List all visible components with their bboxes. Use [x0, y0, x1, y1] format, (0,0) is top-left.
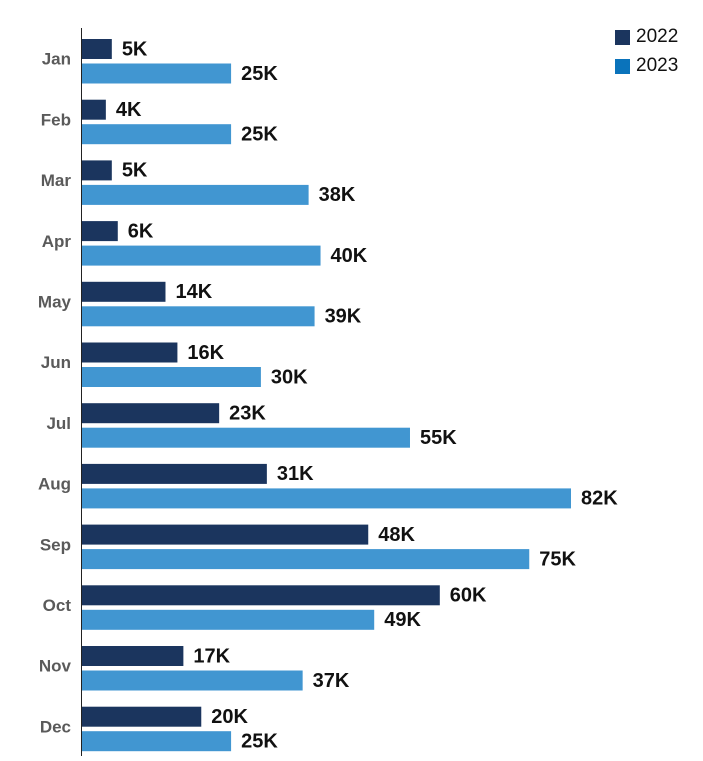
- value-label-2022-oct: 60K: [450, 585, 487, 607]
- value-label-2022-sep: 48K: [378, 524, 415, 546]
- bar-2022-jul: [82, 403, 220, 424]
- category-label-jun: Jun: [41, 353, 71, 372]
- value-label-2023-dec: 25K: [241, 730, 278, 752]
- bar-2023-feb: [82, 124, 232, 145]
- legend-label-2022: 2022: [636, 26, 679, 47]
- bar-2022-feb: [82, 99, 106, 120]
- bar-2023-may: [82, 306, 315, 327]
- bar-2022-apr: [82, 221, 118, 242]
- value-label-2022-mar: 5K: [122, 160, 148, 182]
- category-label-jan: Jan: [42, 50, 71, 69]
- value-label-2022-apr: 6K: [128, 220, 154, 242]
- bar-2023-oct: [82, 609, 375, 630]
- value-label-2023-sep: 75K: [539, 548, 576, 570]
- bar-2022-oct: [82, 585, 440, 606]
- value-label-2023-aug: 82K: [581, 488, 618, 510]
- legend-swatch-2023: [615, 58, 630, 74]
- value-label-2023-apr: 40K: [331, 245, 368, 267]
- value-label-2022-jun: 16K: [187, 342, 224, 364]
- category-label-aug: Aug: [38, 475, 71, 494]
- value-label-2023-jun: 30K: [271, 366, 308, 388]
- category-label-jul: Jul: [46, 414, 71, 433]
- value-label-2022-jul: 23K: [229, 402, 266, 424]
- bar-2022-mar: [82, 160, 112, 181]
- legend-swatch-2022: [615, 29, 630, 45]
- category-label-nov: Nov: [39, 657, 72, 676]
- bar-2023-nov: [82, 670, 303, 691]
- value-label-2022-may: 14K: [175, 281, 212, 303]
- bar-2023-jun: [82, 367, 261, 387]
- category-label-oct: Oct: [43, 596, 72, 615]
- value-label-2022-nov: 17K: [193, 645, 230, 667]
- value-label-2022-feb: 4K: [116, 99, 142, 121]
- bar-2023-mar: [82, 184, 309, 205]
- value-label-2023-may: 39K: [325, 306, 362, 328]
- bar-2022-may: [82, 281, 166, 302]
- category-label-dec: Dec: [40, 717, 71, 736]
- legend: 2022 2023: [615, 26, 678, 84]
- value-label-2022-dec: 20K: [211, 706, 248, 728]
- bar-2023-aug: [82, 488, 571, 509]
- value-label-2023-mar: 38K: [319, 184, 356, 206]
- bar-2022-aug: [82, 463, 267, 484]
- category-label-sep: Sep: [40, 535, 71, 554]
- bar-2022-jun: [82, 342, 178, 363]
- legend-label-2023: 2023: [636, 55, 679, 76]
- bar-2022-jan: [82, 39, 112, 59]
- category-label-apr: Apr: [42, 232, 72, 251]
- value-label-2023-nov: 37K: [313, 670, 350, 692]
- value-label-2022-aug: 31K: [277, 463, 314, 485]
- value-label-2023-feb: 25K: [241, 123, 278, 145]
- bar-2023-sep: [82, 549, 530, 570]
- category-label-mar: Mar: [41, 171, 72, 190]
- bar-2022-nov: [82, 646, 184, 666]
- bar-2022-sep: [82, 524, 369, 545]
- bar-2023-jul: [82, 427, 410, 448]
- value-label-2022-jan: 5K: [122, 38, 148, 60]
- category-label-feb: Feb: [41, 110, 71, 129]
- value-label-2023-jan: 25K: [241, 63, 278, 85]
- category-label-may: May: [38, 293, 72, 312]
- value-label-2023-jul: 55K: [420, 427, 457, 449]
- bar-2023-dec: [82, 731, 232, 752]
- bar-2022-dec: [82, 706, 202, 727]
- value-label-2023-oct: 49K: [384, 609, 421, 631]
- bar-2023-apr: [82, 245, 321, 266]
- legend-item-2023: 2023: [615, 55, 678, 77]
- legend-item-2022: 2022: [615, 26, 678, 48]
- bar-2023-jan: [82, 63, 232, 84]
